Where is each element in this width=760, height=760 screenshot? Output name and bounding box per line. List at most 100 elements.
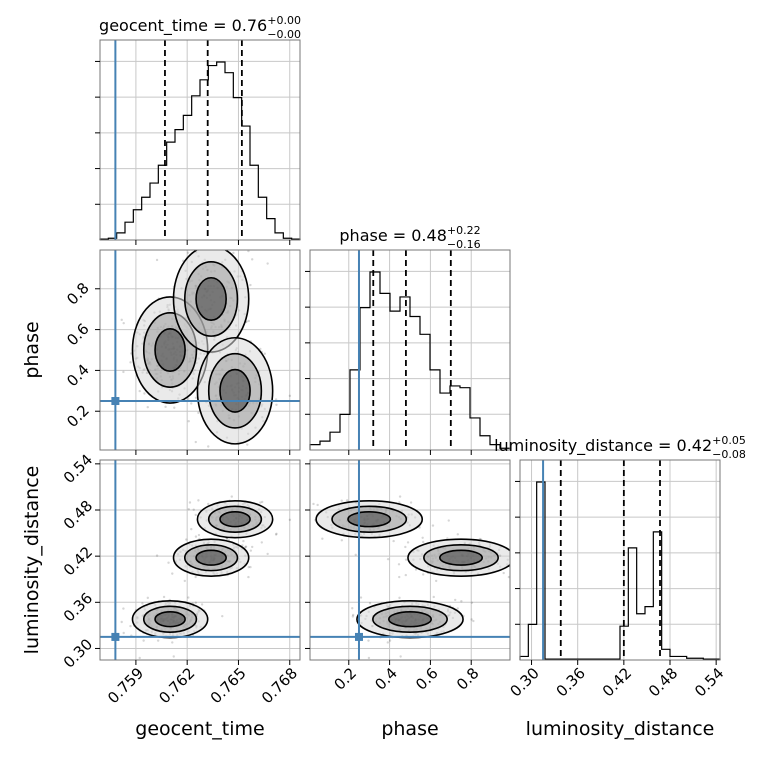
x-tick-label: 0.768: [258, 664, 301, 707]
sample-point: [447, 519, 450, 522]
title-plus: +0.05: [712, 434, 746, 447]
sample-point: [470, 618, 473, 621]
sample-point: [312, 502, 315, 506]
sample-point: [122, 321, 125, 325]
sample-point: [236, 224, 238, 226]
sample-point: [197, 499, 200, 502]
y-tick-label: 0.30: [60, 635, 96, 671]
sample-point: [321, 537, 324, 540]
sample-point: [406, 541, 410, 544]
histogram-luminosity_distance: [519, 481, 721, 660]
title-main: luminosity_distance = 0.42: [494, 436, 712, 456]
sample-point: [275, 403, 278, 406]
plot-area: [120, 224, 292, 448]
sample-point: [187, 397, 190, 401]
grid: [100, 40, 300, 240]
sample-point: [421, 540, 425, 544]
sample-point: [367, 639, 370, 642]
sample-point: [251, 258, 254, 261]
sample-point: [192, 508, 195, 511]
y-tick-label: 0.54: [60, 451, 96, 487]
sample-point: [512, 561, 514, 563]
sample-point: [274, 533, 278, 536]
x-axis-label-phase: phase: [381, 718, 438, 740]
sample-point: [354, 553, 357, 557]
sample-point: [194, 535, 198, 538]
grid: [310, 250, 510, 450]
sample-point: [208, 245, 210, 247]
sample-point: [171, 641, 174, 644]
sample-point: [368, 602, 372, 605]
axes-frame: [99, 459, 301, 661]
density-contour-mid-distance-mode: [195, 276, 227, 322]
sample-point: [409, 501, 413, 504]
axes-frame: [99, 249, 301, 451]
sample-point: [404, 573, 407, 577]
axes-frame: [309, 459, 511, 661]
y-tick-label: 0.8: [63, 279, 93, 309]
density-contour-low-distance-mode: [387, 611, 433, 628]
truth-marker: [111, 397, 120, 406]
x-tick-label: 0.8: [453, 664, 483, 694]
y-tick-label: 0.2: [63, 401, 93, 431]
y-axis-label-phase: phase: [21, 321, 43, 378]
title-main: geocent_time = 0.76: [99, 16, 267, 36]
x-axis-label-luminosity_distance: luminosity_distance: [526, 718, 715, 740]
hist-panel-luminosity_distance: 0.30 0.36 0.42 0.48 0.54 luminosity_distance …: [494, 434, 746, 700]
density-contour-high-distance-mode: [347, 511, 392, 528]
y-tick-label: 0.48: [60, 497, 96, 533]
sample-point: [388, 639, 392, 642]
sample-point: [143, 392, 146, 395]
sample-point: [122, 607, 125, 610]
sample-point: [472, 619, 475, 623]
sample-point: [244, 545, 248, 548]
sample-point: [507, 575, 510, 579]
sample-point: [259, 501, 262, 504]
sample-point: [421, 536, 424, 539]
sample-point: [167, 561, 170, 564]
sample-point: [186, 251, 190, 254]
sample-point: [367, 656, 371, 660]
sample-point: [200, 603, 204, 606]
title-minus: −0.08: [712, 448, 746, 461]
sample-point: [194, 440, 197, 444]
sample-point: [351, 615, 355, 618]
sample-point: [260, 541, 263, 544]
sample-point: [275, 532, 278, 535]
x-tick-label: 0.36: [553, 664, 589, 700]
sample-point: [470, 601, 474, 604]
density-contour-mid-distance-mode: [438, 549, 484, 566]
sample-point: [351, 613, 355, 617]
y-tick-label: 0.42: [60, 543, 96, 579]
sample-point: [404, 558, 408, 561]
x-tick-label: 0.765: [207, 664, 250, 707]
hist-panel-phase: phase = 0.48+0.22 −0.16: [305, 224, 511, 455]
x-tick-label: 0.2: [330, 664, 360, 694]
y-tick-label: 0.4: [63, 361, 93, 391]
plot-area: [120, 495, 292, 660]
sample-point: [155, 258, 159, 262]
density-contour-low-distance-mode: [154, 611, 186, 628]
panel-title-geocent_time: geocent_time = 0.76+0.00 −0.00: [99, 14, 301, 41]
sample-point: [288, 518, 292, 522]
sample-point: [456, 607, 459, 610]
axes-frame: [309, 249, 511, 451]
sample-point: [351, 607, 354, 610]
sample-point: [534, 567, 536, 569]
sample-point: [138, 389, 141, 393]
sample-point: [247, 250, 250, 253]
sample-point: [155, 554, 159, 557]
sample-point: [260, 500, 264, 504]
sample-point: [129, 361, 132, 364]
sample-point: [460, 600, 463, 603]
sample-point: [266, 552, 269, 556]
sample-point: [221, 614, 224, 618]
title-plus: +0.00: [267, 14, 301, 27]
sample-point: [422, 573, 425, 576]
x-tick-label: 0.4: [371, 664, 401, 694]
sample-point: [397, 563, 401, 566]
sample-point: [187, 507, 190, 511]
x-axis-label-geocent_time: geocent_time: [135, 718, 264, 740]
x-tick-label: 0.54: [691, 664, 727, 700]
sample-point: [197, 411, 200, 415]
